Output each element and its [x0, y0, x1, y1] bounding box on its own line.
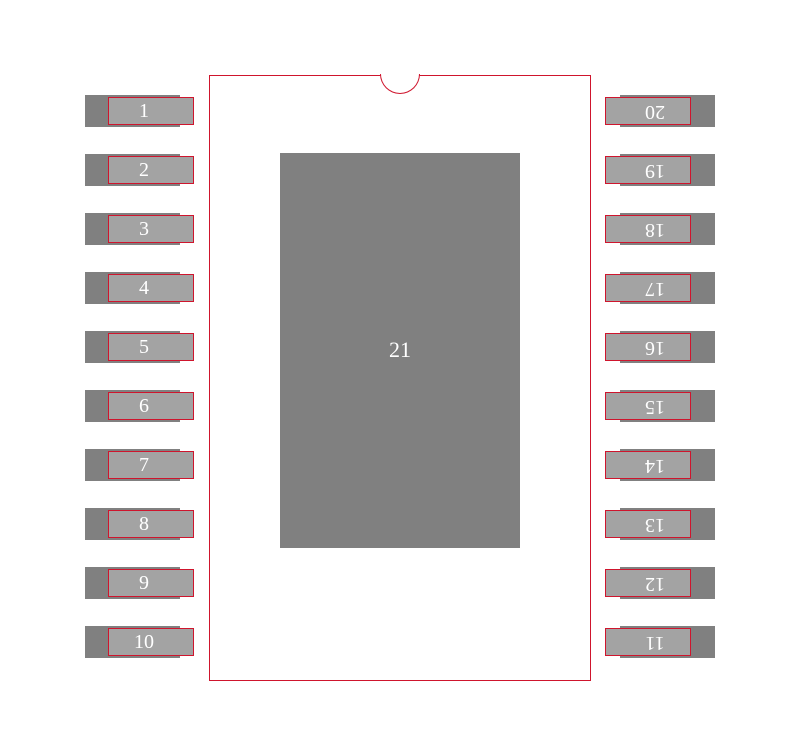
pin-number: 14 [632, 454, 678, 477]
pin-number: 2 [121, 159, 167, 182]
pin-number: 13 [632, 513, 678, 536]
pin-number: 6 [121, 395, 167, 418]
pin-number: 12 [632, 572, 678, 595]
pin-number: 3 [121, 218, 167, 241]
pin-number: 16 [632, 336, 678, 359]
pin-number: 20 [632, 100, 678, 123]
pin-number: 15 [632, 395, 678, 418]
pin-number: 17 [632, 277, 678, 300]
pin-number: 11 [632, 631, 678, 654]
pin-number: 7 [121, 454, 167, 477]
exposed-pad-label: 21 [380, 337, 420, 363]
pin-number: 1 [121, 100, 167, 123]
pin-number: 8 [121, 513, 167, 536]
pin-number: 9 [121, 572, 167, 595]
pin-number: 5 [121, 336, 167, 359]
pcb-footprint-diagram: 21 1234567891020191817161514131211 [0, 0, 800, 742]
pin-number: 18 [632, 218, 678, 241]
pin-number: 10 [121, 631, 167, 654]
pin-number: 4 [121, 277, 167, 300]
pin-number: 19 [632, 159, 678, 182]
